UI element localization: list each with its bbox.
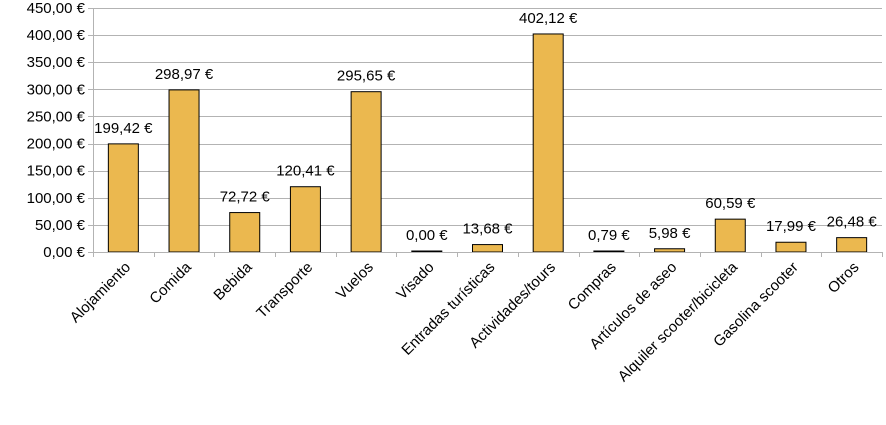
x-category-label: Bebida xyxy=(211,258,257,304)
x-category-label: Compras xyxy=(565,259,620,314)
data-label: 199,42 € xyxy=(94,120,153,137)
y-tick-label: 100,00 € xyxy=(27,190,86,207)
bar-3 xyxy=(229,212,261,253)
y-tick-label: 50,00 € xyxy=(35,217,86,234)
bar-9 xyxy=(593,250,625,253)
data-label: 0,00 € xyxy=(406,227,448,244)
data-label: 17,99 € xyxy=(766,218,817,235)
bar-13 xyxy=(836,237,868,253)
y-tick-label: 350,00 € xyxy=(27,54,86,71)
y-tick-label: 0,00 € xyxy=(43,244,85,261)
data-labels: 199,42 € 298,97 € 72,72 € 120,41 € 295,65 € 0… xyxy=(94,10,877,244)
y-tick-label: 150,00 € xyxy=(27,163,86,180)
data-label: 120,41 € xyxy=(276,163,335,180)
bar-8 xyxy=(532,33,564,253)
bar-6 xyxy=(411,250,443,253)
data-label: 298,97 € xyxy=(155,66,214,83)
gridlines xyxy=(93,8,882,226)
x-category-label: Comida xyxy=(146,258,195,307)
data-label: 0,79 € xyxy=(588,227,630,244)
bar-2 xyxy=(168,89,200,253)
bar-11 xyxy=(714,218,746,253)
y-tick-label: 200,00 € xyxy=(27,136,86,153)
axes xyxy=(88,8,883,257)
y-tick-label: 400,00 € xyxy=(27,27,86,44)
y-axis-tick-labels: 0,00 € 50,00 € 100,00 € 150,00 € 200,00 € 250… xyxy=(27,0,86,261)
data-label: 5,98 € xyxy=(649,225,691,242)
bar-7 xyxy=(472,244,503,253)
bar-10 xyxy=(654,248,686,253)
data-label: 26,48 € xyxy=(827,214,878,231)
y-tick-label: 250,00 € xyxy=(27,108,86,125)
x-category-label: Alojamiento xyxy=(67,259,134,326)
bar-1 xyxy=(107,143,139,253)
bars xyxy=(107,33,868,253)
data-label: 60,59 € xyxy=(705,195,756,212)
bar-4 xyxy=(289,186,321,253)
x-category-label: Visado xyxy=(393,259,437,303)
data-label: 13,68 € xyxy=(462,221,513,238)
x-category-label: Vuelos xyxy=(333,259,377,303)
x-category-label: Alquiler scooter/bicicleta xyxy=(615,258,742,385)
y-tick-label: 450,00 € xyxy=(27,0,86,17)
bar-5 xyxy=(350,91,382,253)
bar-12 xyxy=(775,241,807,253)
data-label: 402,12 € xyxy=(519,10,578,27)
data-label: 72,72 € xyxy=(220,189,271,206)
x-category-label: Otros xyxy=(825,259,863,297)
x-category-label: Transporte xyxy=(253,259,316,322)
y-tick-label: 300,00 € xyxy=(27,81,86,98)
data-label: 295,65 € xyxy=(337,68,396,85)
